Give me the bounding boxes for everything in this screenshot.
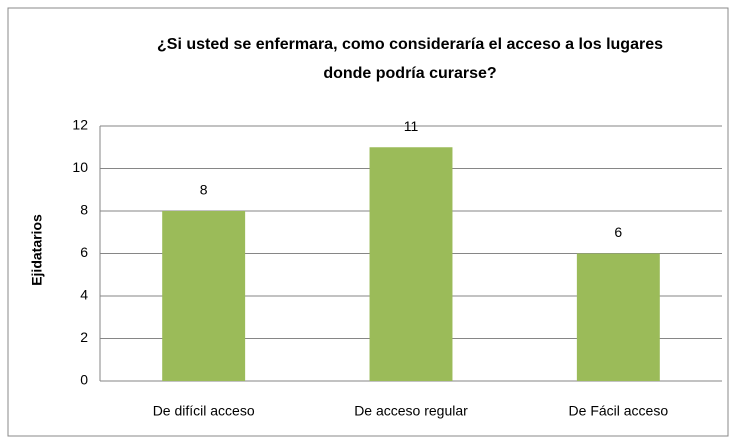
data-label: 11 — [404, 118, 419, 134]
data-label: 6 — [614, 224, 622, 240]
x-tick-label: De Fácil acceso — [569, 403, 669, 419]
y-tick-label: 12 — [72, 117, 88, 133]
y-tick-label: 8 — [80, 202, 88, 218]
bar — [576, 253, 660, 381]
data-label: 8 — [200, 182, 208, 198]
bar — [369, 147, 453, 381]
x-tick-label: De acceso regular — [354, 403, 468, 419]
y-tick-label: 6 — [80, 244, 88, 260]
y-tick-label: 0 — [80, 372, 88, 388]
y-tick-label: 4 — [80, 287, 88, 303]
y-tick-label: 2 — [80, 329, 88, 345]
chart-title: ¿Si usted se enfermara, como considerarí… — [157, 36, 663, 82]
x-tick-label: De difícil acceso — [153, 403, 255, 419]
bar — [162, 211, 246, 381]
y-axis-label: Ejidatarios — [29, 214, 45, 286]
y-tick-label: 10 — [72, 159, 88, 175]
